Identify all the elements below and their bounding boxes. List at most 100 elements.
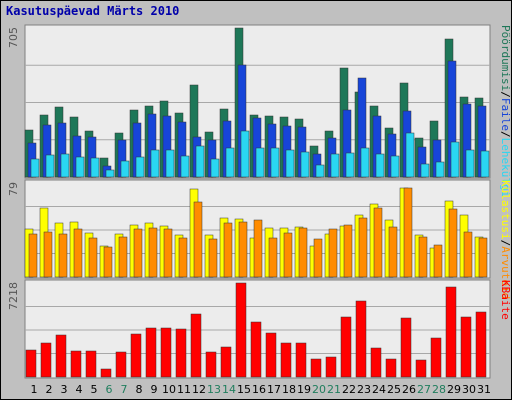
bar-pages-day-10	[165, 149, 175, 178]
x-tick-label-24: 24	[372, 383, 386, 396]
bar-visitors-day-16	[253, 219, 263, 278]
bar-pages-day-9	[150, 149, 160, 178]
x-tick-label-15: 15	[237, 383, 251, 396]
bar-kbytes-day-23	[355, 300, 367, 378]
bar-kbytes-day-7	[115, 351, 127, 378]
bar-pages-day-17	[270, 147, 280, 178]
bar-visitors-day-19	[298, 227, 308, 278]
x-tick-label-3: 3	[61, 383, 68, 396]
bar-pages-day-5	[90, 157, 100, 178]
right-label-part: Faile	[499, 98, 512, 131]
bar-pages-day-16	[255, 147, 265, 178]
x-tick-label-2: 2	[46, 383, 53, 396]
bar-pages-day-31	[480, 150, 490, 178]
bar-pages-day-4	[75, 156, 85, 178]
bar-pages-day-7	[120, 160, 130, 178]
bar-visitors-day-6	[103, 246, 113, 278]
bar-visitors-day-10	[163, 228, 173, 278]
bar-pages-day-8	[135, 156, 145, 178]
bar-pages-day-22	[345, 152, 355, 178]
x-tick-label-26: 26	[402, 383, 416, 396]
bar-visitors-day-26	[403, 187, 413, 278]
bar-kbytes-day-10	[160, 327, 172, 378]
x-tick-label-28: 28	[432, 383, 446, 396]
bar-kbytes-day-2	[40, 342, 52, 378]
x-tick-label-20: 20	[312, 383, 326, 396]
bar-kbytes-day-6	[100, 368, 112, 378]
x-tick-label-11: 11	[177, 383, 191, 396]
bar-kbytes-day-22	[340, 316, 352, 378]
right-label-panel3: KBaite	[499, 280, 512, 320]
x-tick-label-14: 14	[222, 383, 236, 396]
bar-visitors-day-21	[328, 228, 338, 278]
bar-visitors-day-8	[133, 228, 143, 278]
bar-pages-day-6	[105, 169, 115, 178]
x-tick-label-25: 25	[387, 383, 401, 396]
bar-pages-day-27	[420, 163, 430, 178]
bar-kbytes-day-26	[400, 317, 412, 378]
bar-kbytes-day-15	[235, 282, 247, 378]
bar-pages-day-25	[390, 155, 400, 178]
x-tick-label-19: 19	[297, 383, 311, 396]
bar-visitors-day-27	[418, 236, 428, 278]
x-tick-label-16: 16	[252, 383, 266, 396]
x-tick-label-8: 8	[136, 383, 143, 396]
bar-kbytes-day-16	[250, 321, 262, 378]
bar-visitors-day-18	[283, 232, 293, 278]
bar-pages-day-12	[195, 145, 205, 178]
bar-kbytes-day-17	[265, 332, 277, 378]
bar-visitors-day-11	[178, 237, 188, 278]
x-tick-label-27: 27	[417, 383, 431, 396]
x-tick-label-4: 4	[76, 383, 83, 396]
bar-visitors-day-3	[58, 233, 68, 278]
bar-visitors-day-22	[343, 224, 353, 278]
y-max-label: 79	[7, 182, 20, 196]
y-max-label: 705	[7, 27, 20, 48]
bar-pages-day-30	[465, 149, 475, 178]
x-tick-label-12: 12	[192, 383, 206, 396]
bar-pages-day-2	[45, 154, 55, 178]
bar-visitors-day-30	[463, 231, 473, 278]
bar-visitors-day-12	[193, 201, 203, 278]
bar-pages-day-19	[300, 151, 310, 178]
chart-title: Kasutuspäevad Märts 2010	[6, 4, 179, 18]
right-label-part: Külastusi	[499, 180, 512, 240]
x-tick-label-31: 31	[477, 383, 491, 396]
bar-kbytes-day-20	[310, 358, 322, 378]
right-label-part: /	[499, 240, 512, 247]
x-tick-label-1: 1	[31, 383, 38, 396]
bar-kbytes-day-21	[325, 356, 337, 378]
bar-visitors-day-29	[448, 208, 458, 278]
bar-visitors-day-15	[238, 221, 248, 278]
bar-pages-day-28	[435, 161, 445, 178]
bar-visitors-day-28	[433, 244, 443, 278]
bar-pages-day-11	[180, 155, 190, 178]
bar-visitors-day-24	[373, 207, 383, 278]
right-label-panel1: Pöördumisi/Faile/Lehekülgi	[499, 25, 512, 197]
x-tick-label-6: 6	[106, 383, 113, 396]
right-label-part: Pöördumisi	[499, 25, 512, 91]
bar-kbytes-day-27	[415, 359, 427, 378]
bar-pages-day-26	[405, 132, 415, 178]
bar-pages-day-15	[240, 130, 250, 178]
bar-kbytes-day-18	[280, 342, 292, 378]
bar-pages-day-13	[210, 158, 220, 178]
bar-visitors-day-2	[43, 231, 53, 278]
bar-visitors-day-25	[388, 226, 398, 278]
bar-pages-day-29	[450, 141, 460, 178]
x-tick-label-7: 7	[121, 383, 128, 396]
bar-kbytes-day-12	[190, 313, 202, 378]
x-tick-label-18: 18	[282, 383, 296, 396]
bar-kbytes-day-5	[85, 350, 97, 378]
x-tick-label-5: 5	[91, 383, 98, 396]
y-max-label: 7218	[7, 282, 20, 310]
bar-pages-day-21	[330, 153, 340, 178]
bar-visitors-day-7	[118, 236, 128, 278]
right-label-part: /	[499, 91, 512, 98]
right-label-part: Arvuteid	[499, 246, 512, 299]
bar-kbytes-day-24	[370, 347, 382, 378]
bar-kbytes-day-9	[145, 327, 157, 378]
bar-pages-day-23	[360, 147, 370, 178]
bar-kbytes-day-19	[295, 342, 307, 378]
bar-kbytes-day-3	[55, 334, 67, 378]
